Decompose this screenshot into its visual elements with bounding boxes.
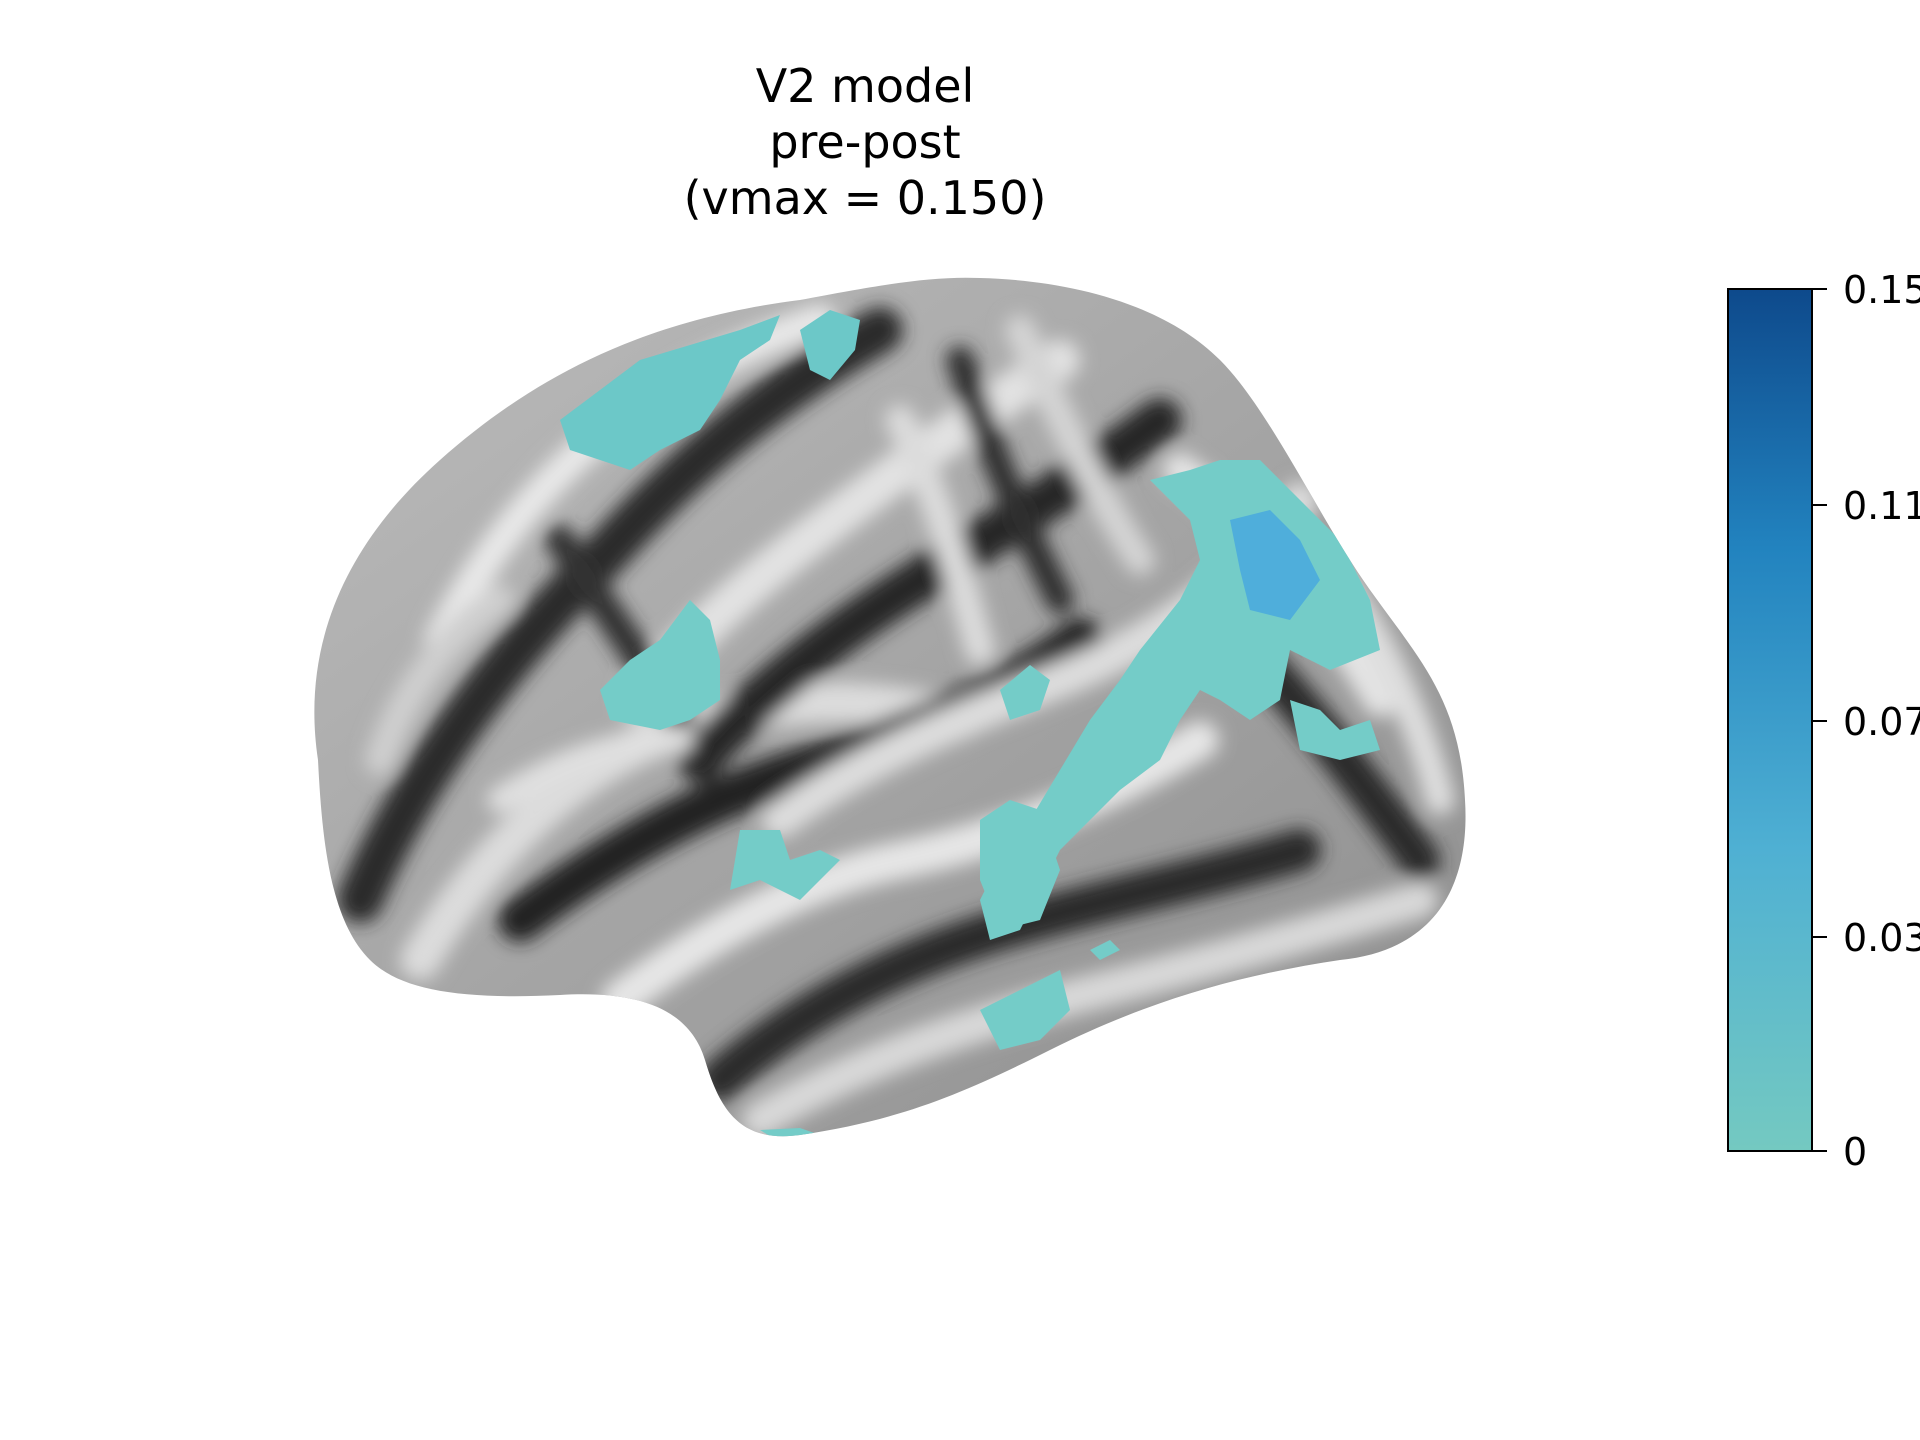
colorbar-tick-label: 0.07: [1843, 702, 1920, 742]
colorbar-tick-label: 0: [1843, 1132, 1867, 1172]
colorbar-tick: [1813, 288, 1827, 290]
colorbar: [1727, 288, 1813, 1152]
colorbar-tick: [1813, 504, 1827, 506]
colorbar-tick-label: 0.11: [1843, 486, 1920, 526]
colorbar-tick-label: 0.15: [1843, 270, 1920, 310]
cortex-surface: [280, 260, 1500, 1160]
colorbar-tick: [1813, 936, 1827, 938]
colorbar-tick: [1813, 720, 1827, 722]
colorbar-tick: [1813, 1150, 1827, 1152]
colorbar-tick-label: 0.03: [1843, 918, 1920, 958]
